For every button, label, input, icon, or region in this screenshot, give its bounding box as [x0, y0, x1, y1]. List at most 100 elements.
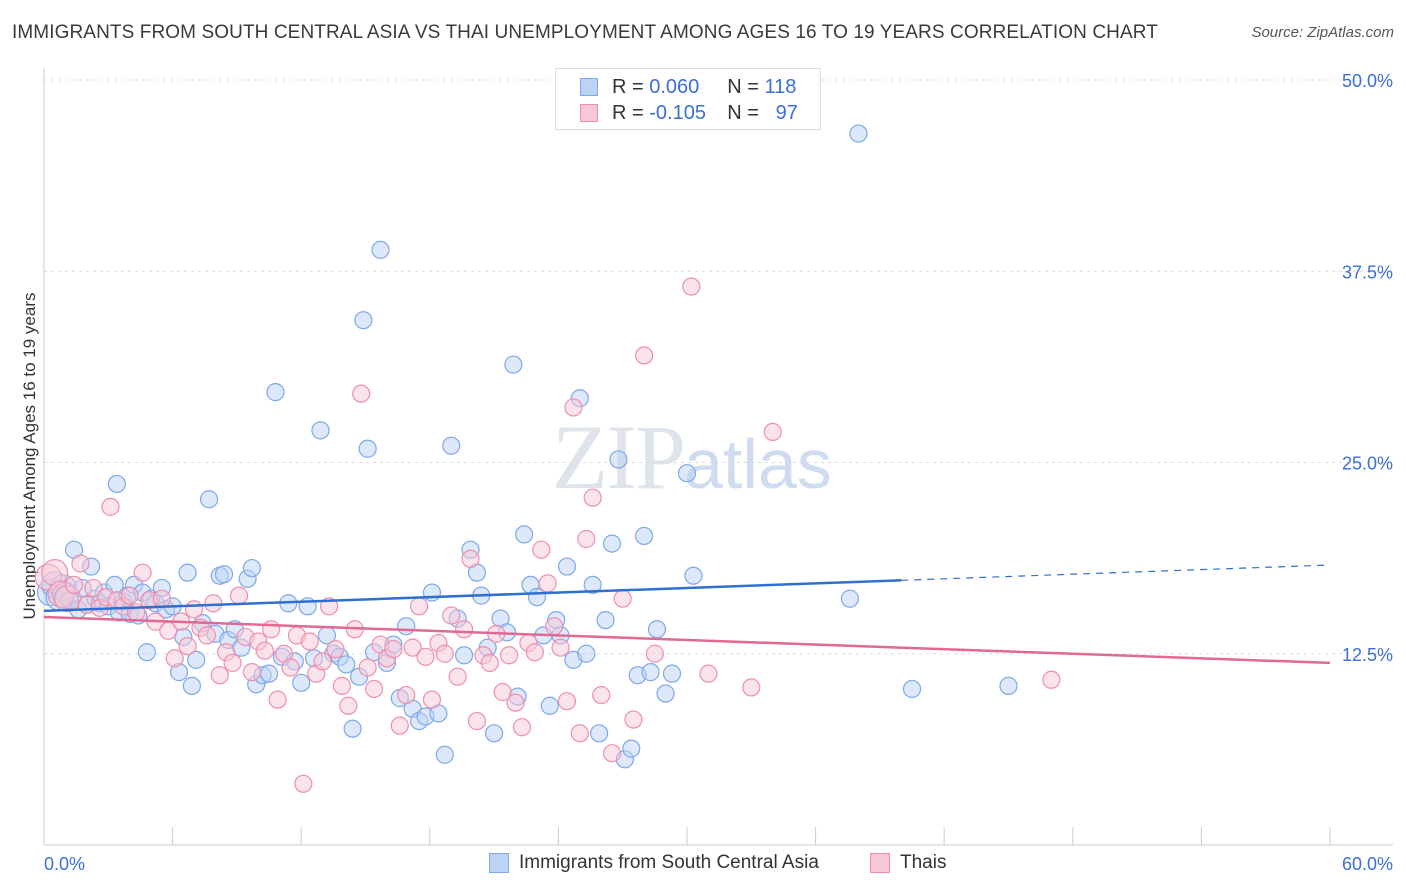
- data-point-thais: [551, 638, 570, 657]
- data-point-thais: [461, 549, 480, 568]
- legend-n-value: 118: [764, 75, 797, 98]
- y-tick-label: 37.5%: [1342, 262, 1393, 282]
- data-point-thais: [255, 641, 274, 660]
- data-point-south-central-asia: [609, 450, 628, 469]
- data-point-south-central-asia: [337, 655, 356, 674]
- trend-line-thais: [43, 615, 1331, 665]
- data-point-thais: [71, 554, 90, 573]
- data-point-thais: [532, 540, 551, 559]
- data-point-thais: [339, 696, 358, 715]
- series-legend-label: Thais: [900, 852, 947, 873]
- data-point-thais: [454, 620, 474, 639]
- data-point-south-central-asia: [107, 474, 126, 494]
- legend-swatch-blue: [580, 78, 598, 96]
- data-point-thais: [448, 667, 467, 686]
- data-point-thais: [416, 647, 435, 666]
- data-point-thais: [506, 693, 525, 712]
- chart-title: IMMIGRANTS FROM SOUTH CENTRAL ASIA VS TH…: [12, 22, 1158, 43]
- data-point-thais: [645, 644, 664, 663]
- data-point-south-central-asia: [577, 644, 596, 663]
- data-point-thais: [210, 666, 229, 685]
- data-point-thais: [223, 653, 242, 673]
- data-point-south-central-asia: [647, 620, 667, 639]
- data-point-thais: [500, 646, 519, 665]
- data-point-south-central-asia: [343, 719, 362, 738]
- data-point-south-central-asia: [178, 563, 197, 582]
- data-point-south-central-asia: [214, 565, 234, 584]
- data-point-thais: [545, 617, 564, 636]
- series-swatch-pink: [870, 853, 890, 873]
- data-point-south-central-asia: [182, 676, 201, 695]
- data-point-south-central-asia: [485, 724, 504, 743]
- trend-layer: [43, 564, 1331, 665]
- data-point-thais: [294, 774, 313, 793]
- data-point-south-central-asia: [259, 664, 279, 683]
- data-point-thais: [101, 497, 120, 516]
- legend-swatch-pink: [580, 104, 598, 122]
- data-point-south-central-asia: [358, 439, 377, 458]
- y-tick-label: 12.5%: [1342, 645, 1393, 665]
- x-tick-label: 0.0%: [44, 854, 85, 874]
- y-tick-label: 50.0%: [1342, 71, 1393, 91]
- data-point-south-central-asia: [199, 490, 219, 509]
- data-point-thais: [364, 679, 384, 699]
- data-point-south-central-asia: [641, 663, 660, 682]
- data-point-thais: [512, 718, 532, 737]
- data-point-thais: [525, 643, 544, 662]
- legend-r-label: R =: [612, 101, 644, 124]
- data-point-south-central-asia: [292, 673, 311, 692]
- data-point-thais: [358, 658, 377, 677]
- trend-line-south-central-asia: [43, 579, 902, 613]
- data-point-thais: [165, 649, 184, 668]
- data-point-thais: [229, 586, 249, 605]
- data-point-south-central-asia: [371, 240, 390, 259]
- data-point-thais: [281, 658, 300, 677]
- data-point-south-central-asia: [435, 745, 454, 764]
- data-point-south-central-asia: [590, 724, 609, 743]
- data-point-thais: [133, 563, 152, 582]
- data-point-thais: [152, 589, 171, 608]
- series-legend-item-thais[interactable]: Thais: [870, 852, 946, 874]
- watermark: ZIPatlas: [552, 404, 832, 510]
- watermark-atlas: atlas: [684, 425, 832, 503]
- x-tick-label: 60.0%: [1342, 854, 1393, 874]
- data-point-thais: [557, 692, 577, 711]
- series-legend: Immigrants from South Central Asia Thais: [0, 852, 1406, 878]
- data-point-thais: [682, 277, 701, 296]
- data-point-south-central-asia: [999, 676, 1018, 695]
- data-point-thais: [300, 632, 319, 651]
- y-tick-label: 25.0%: [1342, 454, 1393, 474]
- series-legend-item-south-central-asia[interactable]: Immigrants from South Central Asia: [489, 852, 819, 874]
- data-point-south-central-asia: [684, 566, 703, 585]
- data-point-south-central-asia: [662, 664, 682, 683]
- data-point-south-central-asia: [583, 575, 602, 595]
- points-layer: [34, 124, 1061, 793]
- data-point-thais: [422, 690, 442, 709]
- data-point-thais: [624, 710, 643, 729]
- data-point-thais: [480, 653, 499, 673]
- tick-labels: 12.5% 25.0% 37.5% 50.0% 0.0% 60.0%: [44, 71, 1393, 874]
- data-point-south-central-asia: [397, 617, 416, 636]
- data-point-thais: [564, 398, 583, 417]
- legend-r-label: R =: [612, 75, 644, 98]
- data-point-thais: [635, 346, 654, 365]
- legend-r-value: -0.105: [649, 101, 706, 124]
- data-point-south-central-asia: [242, 558, 262, 578]
- data-point-thais: [64, 575, 84, 595]
- data-point-thais: [435, 644, 454, 663]
- data-point-south-central-asia: [504, 355, 523, 374]
- axes: [43, 68, 1393, 846]
- data-point-thais: [538, 574, 557, 593]
- data-point-south-central-asia: [540, 696, 559, 715]
- data-point-thais: [742, 678, 761, 697]
- data-point-south-central-asia: [266, 383, 285, 402]
- data-point-south-central-asia: [602, 534, 622, 553]
- data-point-south-central-asia: [527, 588, 547, 607]
- data-point-thais: [397, 685, 416, 705]
- data-point-thais: [570, 724, 589, 743]
- data-point-thais: [262, 620, 281, 639]
- data-point-south-central-asia: [557, 557, 577, 576]
- data-point-thais: [84, 578, 103, 598]
- data-point-south-central-asia: [354, 311, 373, 330]
